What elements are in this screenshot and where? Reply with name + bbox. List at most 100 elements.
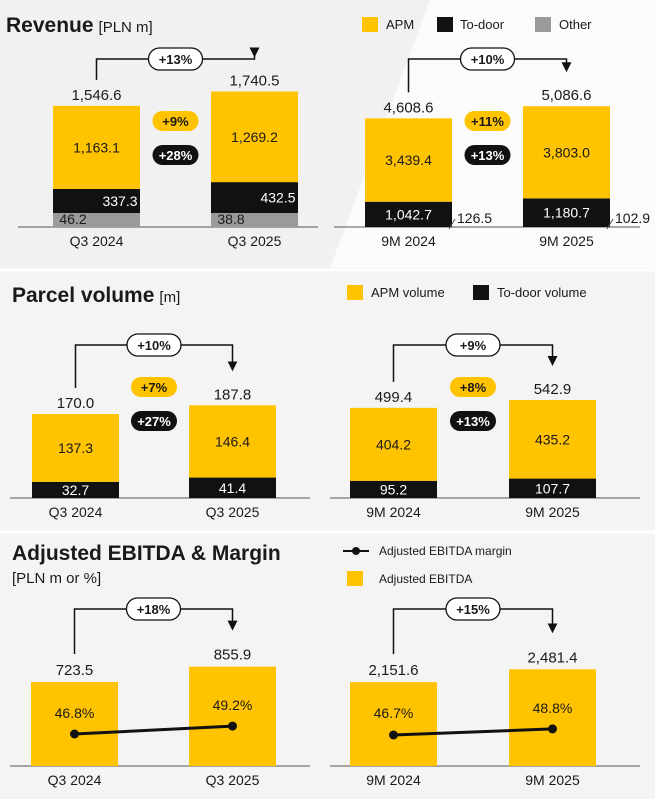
- total-label-1: 187.8: [214, 386, 252, 403]
- label-to-door-volume-0: 32.7: [62, 482, 89, 498]
- total-label-1: 1,740.5: [229, 72, 279, 89]
- label-to-door-volume-1: 41.4: [219, 480, 246, 496]
- revenue-title: Revenue [PLN m]: [6, 14, 153, 37]
- leader-other-0: [448, 218, 456, 230]
- legend-label-ebitda: Adjusted EBITDA: [379, 572, 472, 586]
- total-growth-label: +15%: [456, 602, 490, 617]
- bar-apm-volume-0: [32, 414, 119, 482]
- label-other-1: 102.9: [615, 210, 650, 226]
- growth-apm-label: +11%: [471, 114, 504, 129]
- growth-apm-label: +9%: [162, 114, 189, 129]
- margin-point-0: [389, 730, 398, 740]
- label-apm-0: 3,439.4: [385, 152, 432, 168]
- label-to-door-volume-0: 95.2: [380, 481, 407, 497]
- bar-to-door-volume-0: [350, 480, 437, 498]
- bar-to-door-0: [365, 201, 452, 227]
- label-apm-volume-1: 435.2: [535, 431, 570, 447]
- bar-to-door-volume-0: [32, 481, 119, 498]
- label-to-door-1: 432.5: [260, 190, 295, 206]
- total-growth-label: +18%: [137, 602, 171, 617]
- legend-swatch-todoor: [437, 17, 453, 32]
- ebitda-9m-chart: 2,151.6 9M 2024 46.7% 2,481.4 9M 2025 48.8% +1…: [330, 597, 640, 788]
- bar-apm-volume-0: [350, 407, 437, 481]
- growth-apm-label: +7%: [141, 380, 168, 395]
- margin-label-1: 48.8%: [533, 700, 573, 716]
- leader-other-1: [606, 218, 614, 230]
- total-label-0: 1,546.6: [71, 87, 121, 104]
- value-label-0: 723.5: [56, 662, 94, 679]
- legend-label-apm-volume: APM volume: [371, 285, 445, 300]
- total-growth-pill: [125, 597, 182, 621]
- category-label-0: 9M 2024: [366, 772, 421, 788]
- category-label-0: Q3 2024: [70, 233, 124, 249]
- total-label-0: 499.4: [375, 389, 413, 406]
- label-apm-0: 1,163.1: [73, 139, 120, 155]
- bar-other-0: [53, 213, 140, 227]
- legend-label-apm: APM: [386, 17, 414, 32]
- growth-todoor-pill: [152, 145, 199, 165]
- label-other-1: 38.8: [217, 211, 244, 227]
- bar-to-door-volume-1: [189, 477, 276, 498]
- growth-apm-pill: [131, 377, 177, 397]
- label-to-door-1: 1,180.7: [543, 205, 590, 221]
- ebitda-title: Adjusted EBITDA & Margin: [12, 542, 281, 565]
- total-growth-label: +13%: [159, 52, 193, 67]
- bar-ebitda-0: [350, 682, 437, 766]
- category-label-0: Q3 2024: [48, 772, 102, 788]
- growth-todoor-pill: [464, 145, 511, 165]
- total-growth-label: +10%: [471, 52, 505, 67]
- total-growth-pill: [445, 333, 501, 357]
- growth-todoor-pill: [131, 411, 177, 431]
- total-growth-pill: [445, 597, 501, 621]
- bar-apm-1: [211, 91, 298, 183]
- value-label-0: 2,151.6: [368, 662, 418, 679]
- legend-swatch-todoor-volume: [473, 285, 489, 300]
- category-label-1: Q3 2025: [228, 233, 282, 249]
- growth-apm-pill: [464, 111, 511, 131]
- legend-swatch-other: [535, 17, 551, 32]
- ebitda-legend: Adjusted EBITDA margin Adjusted EBITDA: [343, 544, 512, 586]
- bar-apm-0: [365, 118, 452, 202]
- growth-todoor-label: +28%: [159, 148, 193, 163]
- legend-label-margin: Adjusted EBITDA margin: [379, 544, 512, 558]
- label-to-door-volume-1: 107.7: [535, 480, 570, 496]
- revenue-9m-chart: 1,042.7 3,439.4 126.5 4,608.6 9M 2024 1,180.7…: [334, 47, 650, 249]
- label-apm-volume-0: 404.2: [376, 436, 411, 452]
- bar-ebitda-1: [189, 666, 276, 766]
- bar-to-door-volume-1: [509, 478, 596, 498]
- label-other-0: 126.5: [457, 210, 492, 226]
- margin-line: [393, 727, 553, 737]
- bar-other-1: [211, 213, 298, 227]
- bar-to-door-0: [53, 188, 140, 213]
- category-label-1: 9M 2025: [525, 772, 580, 788]
- parcel-q3-chart: 32.7 137.3 170.0 Q3 2024 41.4 146.4 187.8 Q3 20…: [10, 333, 310, 520]
- parcel-9m-chart: 95.2 404.2 499.4 9M 2024 107.7 435.2 542.9 9M 2…: [330, 333, 640, 520]
- revenue-legend: APM To-door Other: [362, 17, 592, 32]
- category-label-0: 9M 2024: [366, 504, 421, 520]
- value-label-1: 855.9: [214, 647, 252, 664]
- growth-todoor-label: +13%: [471, 148, 505, 163]
- total-label-0: 170.0: [57, 395, 95, 412]
- growth-apm-label: +8%: [460, 380, 487, 395]
- label-apm-volume-0: 137.3: [58, 440, 93, 456]
- growth-todoor-label: +27%: [137, 414, 171, 429]
- total-growth-pill: [126, 333, 182, 357]
- legend-marker-margin: [352, 547, 360, 555]
- label-other-0: 46.2: [59, 211, 86, 227]
- ebitda-q3-chart: 723.5 Q3 2024 46.8% 855.9 Q3 2025 49.2% +18%: [10, 597, 310, 788]
- label-to-door-0: 1,042.7: [385, 206, 432, 222]
- bar-apm-1: [523, 106, 610, 199]
- bar-apm-volume-1: [509, 400, 596, 479]
- bar-to-door-1: [523, 198, 610, 227]
- category-label-1: Q3 2025: [206, 504, 260, 520]
- category-label-0: Q3 2024: [49, 504, 103, 520]
- revenue-q3-chart: 46.2 337.3 1,163.1 1,546.6 Q3 2024 38.8 432.5 1…: [18, 47, 318, 249]
- category-label-1: 9M 2025: [539, 233, 594, 249]
- legend-label-other: Other: [559, 17, 592, 32]
- margin-line: [74, 724, 233, 736]
- label-to-door-0: 337.3: [102, 193, 137, 209]
- value-label-1: 2,481.4: [527, 649, 577, 666]
- total-label-0: 4,608.6: [383, 99, 433, 116]
- legend-swatch-ebitda: [347, 571, 363, 586]
